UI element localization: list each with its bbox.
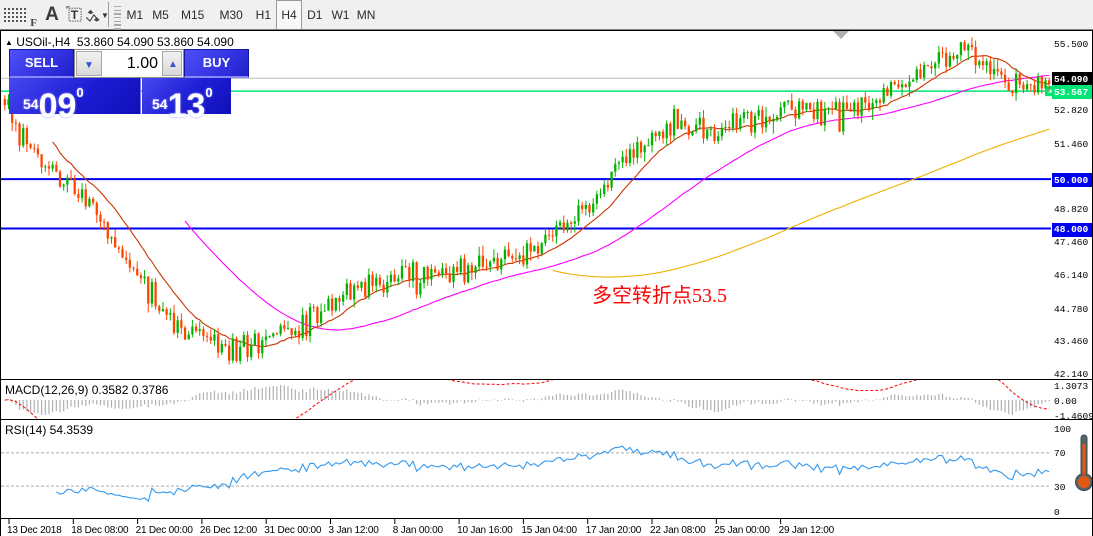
svg-text:T: T bbox=[70, 7, 78, 21]
